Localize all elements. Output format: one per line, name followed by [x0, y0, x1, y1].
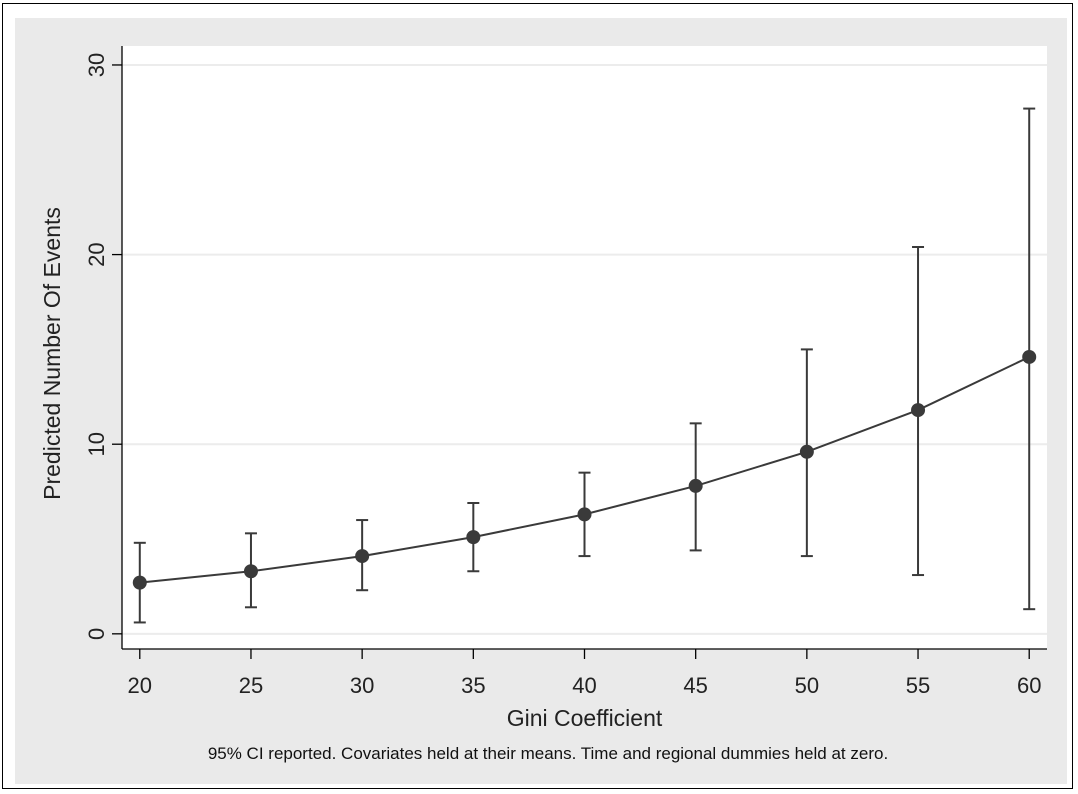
x-tick-label: 45 — [683, 673, 707, 698]
grid-lines — [122, 63, 1047, 635]
data-point — [688, 478, 703, 493]
x-tick-label: 40 — [572, 673, 596, 698]
data-point — [466, 530, 481, 545]
data-point — [577, 507, 592, 522]
y-tick-label: 20 — [84, 242, 109, 266]
x-tick-label: 60 — [1017, 673, 1041, 698]
y-tick-label: 30 — [84, 53, 109, 77]
x-tick-label: 25 — [239, 673, 263, 698]
y-tick-label: 0 — [84, 628, 109, 640]
data-points — [132, 349, 1037, 590]
data-point — [243, 564, 258, 579]
data-point — [1022, 349, 1037, 364]
y-tick-label: 10 — [84, 432, 109, 456]
data-point — [132, 575, 147, 590]
data-point — [355, 549, 370, 564]
x-axis-label: Gini Coefficient — [507, 705, 663, 731]
x-tick-label: 55 — [906, 673, 930, 698]
data-point — [799, 444, 814, 459]
x-tick-label: 35 — [461, 673, 485, 698]
y-axis-label: Predicted Number Of Events — [39, 207, 65, 500]
x-axis-ticks: 20 25 30 35 40 45 50 55 60 — [128, 649, 1041, 698]
plot-area — [122, 46, 1047, 649]
x-tick-label: 30 — [350, 673, 374, 698]
chart-note: 95% CI reported. Covariates held at thei… — [208, 744, 888, 763]
x-tick-label: 50 — [795, 673, 819, 698]
data-point — [911, 403, 926, 418]
x-tick-label: 20 — [128, 673, 152, 698]
y-axis-ticks: 0 10 20 30 — [84, 53, 122, 640]
